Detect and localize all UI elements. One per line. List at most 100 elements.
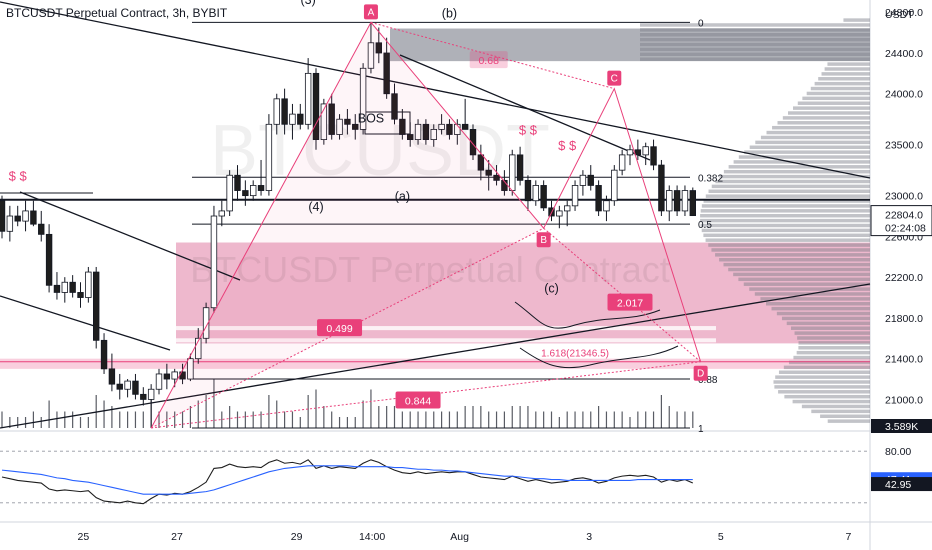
- profile-bar: [820, 414, 870, 418]
- profile-bar: [738, 277, 870, 282]
- profile-bar: [733, 160, 870, 164]
- candle-up: [642, 146, 649, 156]
- volume-bar: [79, 417, 82, 428]
- profile-bar: [640, 23, 870, 27]
- candle-up: [681, 190, 689, 212]
- volume-bar: [291, 411, 294, 428]
- volume-bar: [684, 411, 686, 428]
- profile-bar: [827, 62, 870, 66]
- candle-up: [210, 215, 218, 309]
- volume-bar: [213, 378, 215, 428]
- candle-up: [226, 174, 233, 212]
- profile-bar: [811, 409, 870, 414]
- candle-down: [485, 169, 492, 176]
- volume-bar: [1, 411, 3, 428]
- profile-bar: [715, 179, 870, 184]
- pattern-letter: D: [697, 369, 704, 380]
- volume-bar: [229, 406, 231, 428]
- profile-bar: [782, 116, 870, 120]
- profile-bar: [810, 86, 870, 91]
- candle-up: [564, 205, 571, 212]
- profile-bar: [715, 253, 870, 257]
- profile-bar: [700, 209, 870, 213]
- candle-down: [587, 174, 594, 186]
- pattern-badge: [693, 365, 708, 381]
- volume-bar: [103, 400, 105, 428]
- candle-down: [391, 93, 398, 120]
- volume-bar: [676, 411, 678, 428]
- candle-up: [571, 185, 579, 207]
- candle-up: [304, 72, 312, 125]
- volume-bar: [119, 411, 121, 428]
- volume-bar: [464, 406, 466, 428]
- volume-bar: [566, 411, 568, 428]
- volume-bar: [527, 406, 529, 428]
- pattern-badge: [363, 4, 378, 20]
- candle-down: [53, 284, 61, 293]
- profile-bar: [703, 233, 870, 238]
- last-price-label: 22804.0: [885, 210, 923, 222]
- candle-up: [414, 123, 422, 140]
- profile-bar: [794, 331, 870, 335]
- volume-bar: [315, 389, 317, 428]
- volume-bar: [17, 417, 19, 428]
- ratio-label: 0.68: [478, 55, 499, 67]
- countdown-label: 02:24:08: [885, 223, 926, 235]
- profile-bar: [766, 130, 870, 135]
- volume-bar: [441, 411, 443, 428]
- candle-up: [579, 174, 587, 186]
- volume-bar: [456, 411, 458, 428]
- profile-bar: [801, 404, 870, 409]
- profile-bar: [723, 262, 870, 267]
- volume-bar: [590, 411, 592, 428]
- trendline-down: [0, 295, 171, 351]
- price-tick-label: 21800.0: [885, 313, 923, 325]
- pattern-letter: C: [611, 74, 618, 85]
- time-tick-label: 14:00: [359, 531, 385, 543]
- profile-bar: [749, 145, 870, 149]
- trendlines: [0, 1, 871, 429]
- volume-value-label: 3.589K: [885, 421, 918, 433]
- volume-bar: [9, 417, 11, 428]
- profile-bar: [788, 111, 870, 115]
- time-axis[interactable]: 25 27 29 14:00 Aug 3 5 7: [78, 531, 852, 543]
- zone-band: [176, 382, 716, 386]
- candle-down: [30, 210, 37, 225]
- candle-down: [257, 185, 265, 191]
- profile-bar: [778, 390, 870, 394]
- candle-down: [446, 123, 453, 135]
- candle-up: [359, 67, 367, 130]
- volume-bar: [692, 411, 694, 428]
- volume-bar: [197, 400, 199, 428]
- profile-bar: [772, 125, 870, 130]
- profile-bar: [744, 150, 870, 154]
- profile-bar: [708, 243, 870, 247]
- time-tick-label: 27: [171, 531, 183, 543]
- volume-bars: [1, 378, 694, 428]
- profile-bar: [749, 287, 870, 291]
- pattern-point-A: A: [363, 4, 378, 20]
- time-tick-label: 7: [845, 531, 851, 543]
- annotations: (3) (b) BOS (a) (4) (c) 1.618(21346.5) $ $ $ $ $ …: [9, 0, 609, 360]
- profile-bar: [766, 302, 870, 306]
- candle-down: [344, 118, 351, 125]
- candle-up: [438, 123, 445, 130]
- profile-bar: [791, 326, 870, 330]
- wave-label: (c): [544, 281, 559, 295]
- profile-bar: [781, 316, 870, 321]
- profile-bar: [792, 106, 870, 110]
- harmonic-pattern: A B C D 0.68 0.499 0.844 2.017: [150, 4, 708, 429]
- zone-band: [176, 372, 716, 376]
- volume-bar: [72, 411, 74, 428]
- liquidity-marker: $ $: [519, 123, 538, 138]
- candle-up: [532, 185, 539, 202]
- volume-bar: [338, 417, 341, 428]
- wave-label: (b): [442, 6, 457, 20]
- candle-down: [540, 185, 547, 209]
- volume-bar: [158, 411, 160, 428]
- volume-bar: [323, 406, 325, 428]
- profile-bar: [755, 140, 870, 145]
- price-tick-label: 24000.0: [885, 89, 923, 101]
- volume-bar: [236, 411, 239, 428]
